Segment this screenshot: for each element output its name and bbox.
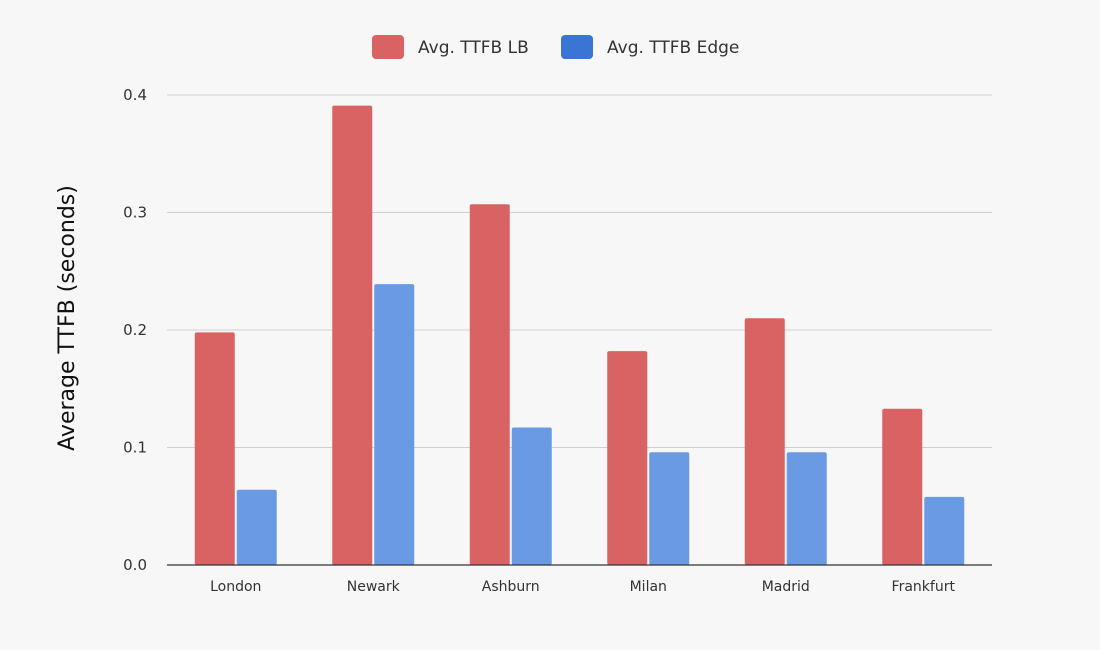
bar-edge-milan bbox=[649, 452, 690, 565]
legend-label-edge: Avg. TTFB Edge bbox=[607, 38, 739, 58]
bars bbox=[194, 105, 965, 565]
bar-edge-newark bbox=[374, 284, 415, 565]
y-tick-label: 0.1 bbox=[123, 439, 147, 457]
gridlines bbox=[167, 94, 992, 448]
x-tick-label: Ashburn bbox=[482, 579, 540, 595]
x-tick-label: Newark bbox=[347, 579, 401, 595]
bar-lb-madrid bbox=[744, 318, 785, 565]
y-tick-label: 0.0 bbox=[123, 556, 147, 574]
bar-lb-london bbox=[194, 332, 235, 565]
bar-lb-newark bbox=[332, 105, 373, 565]
legend-swatch-edge bbox=[561, 35, 593, 59]
y-axis-title: Average TTFB (seconds) bbox=[55, 185, 80, 451]
bar-edge-london bbox=[236, 489, 277, 565]
y-tick-label: 0.2 bbox=[123, 321, 147, 339]
legend-swatch-lb bbox=[372, 35, 404, 59]
bar-edge-frankfurt bbox=[924, 496, 965, 565]
legend-label-lb: Avg. TTFB LB bbox=[418, 38, 529, 58]
bar-edge-ashburn bbox=[511, 427, 552, 565]
bar-lb-frankfurt bbox=[882, 408, 923, 565]
y-tick-label: 0.4 bbox=[123, 86, 147, 104]
y-tick-label: 0.3 bbox=[123, 204, 147, 222]
x-tick-label: Madrid bbox=[762, 579, 810, 595]
legend: Avg. TTFB LB Avg. TTFB Edge bbox=[372, 35, 739, 59]
x-axis-ticks: London Newark Ashburn Milan Madrid Frankfurt bbox=[210, 579, 955, 595]
bar-lb-milan bbox=[607, 351, 648, 565]
y-axis-ticks: 0.0 0.1 0.2 0.3 0.4 bbox=[123, 86, 147, 574]
x-tick-label: Milan bbox=[630, 579, 667, 595]
x-tick-label: Frankfurt bbox=[892, 579, 956, 595]
bar-lb-ashburn bbox=[469, 204, 510, 565]
x-tick-label: London bbox=[210, 579, 261, 595]
bar-edge-madrid bbox=[786, 452, 827, 565]
